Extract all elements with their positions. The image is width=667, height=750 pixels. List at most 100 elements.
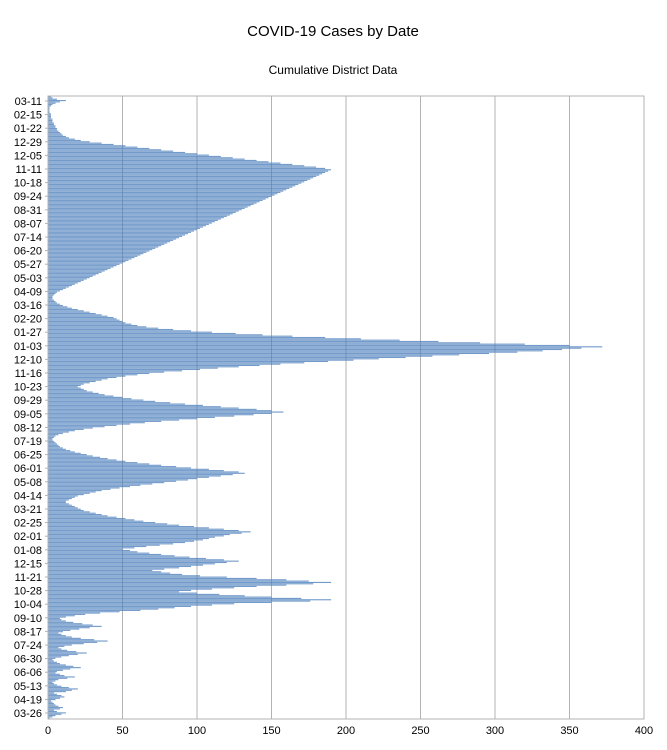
bar — [48, 118, 53, 120]
bar — [48, 506, 75, 508]
bar — [48, 115, 51, 118]
bar — [48, 323, 132, 325]
bar — [48, 242, 168, 244]
bar — [48, 274, 96, 276]
bar — [48, 535, 224, 537]
bar — [48, 154, 209, 156]
bar — [48, 683, 54, 685]
bar — [48, 139, 81, 142]
bar — [48, 171, 326, 174]
bar — [48, 386, 78, 388]
bar — [48, 637, 81, 639]
y-tick-label: 03-11 — [15, 96, 42, 108]
bar — [48, 342, 481, 344]
bar — [48, 609, 141, 611]
bar — [48, 656, 62, 658]
y-tick-label: 05-03 — [14, 273, 42, 285]
bar — [48, 294, 54, 296]
bar — [48, 191, 281, 193]
bar — [48, 189, 287, 191]
bar — [48, 541, 186, 544]
bar — [48, 587, 235, 589]
bar — [48, 631, 63, 633]
bar — [48, 161, 269, 163]
bar — [48, 364, 260, 367]
bar — [48, 439, 53, 441]
bar — [48, 213, 233, 215]
bar — [48, 308, 78, 311]
y-tick-label: 08-31 — [14, 205, 42, 217]
bar — [48, 580, 309, 582]
bar — [48, 423, 130, 425]
bar — [48, 247, 156, 249]
bar — [48, 629, 71, 631]
bar — [48, 197, 269, 199]
bar — [48, 362, 305, 364]
bar — [48, 286, 69, 288]
bar — [48, 675, 65, 677]
bar — [48, 557, 206, 560]
bar — [48, 436, 54, 438]
bar — [48, 305, 63, 307]
bar — [48, 352, 490, 355]
bar — [48, 210, 239, 212]
bar — [48, 287, 66, 289]
bar — [48, 517, 126, 520]
bar — [48, 279, 84, 281]
bar — [48, 110, 50, 112]
y-tick-label: 09-05 — [14, 409, 42, 421]
bar — [48, 492, 90, 494]
bar — [48, 529, 239, 532]
bar — [48, 689, 72, 691]
bar — [48, 496, 75, 498]
bar — [48, 166, 317, 168]
bar — [48, 255, 138, 257]
bar — [48, 339, 400, 341]
bar — [48, 262, 123, 264]
bar — [48, 438, 53, 440]
bar — [48, 693, 57, 695]
bar — [48, 153, 197, 155]
bar — [48, 237, 180, 239]
bar — [48, 475, 221, 477]
bar — [48, 549, 130, 552]
bar — [48, 137, 69, 139]
bar — [48, 163, 293, 166]
bar — [48, 391, 93, 393]
bar — [48, 265, 117, 267]
bar — [48, 696, 65, 698]
bar — [48, 426, 105, 428]
bar — [48, 380, 96, 383]
x-tick-label: 250 — [411, 725, 429, 737]
bar — [48, 483, 153, 485]
bar — [48, 225, 206, 227]
bar — [48, 117, 51, 119]
bar — [48, 636, 72, 638]
bar — [48, 673, 60, 675]
y-tick-label: 10-23 — [14, 382, 42, 394]
bar — [48, 540, 195, 542]
bar — [48, 193, 278, 195]
bar — [48, 612, 101, 614]
bar — [48, 476, 209, 478]
bar — [48, 669, 63, 671]
bar — [48, 146, 138, 148]
bar — [48, 113, 51, 115]
bar — [48, 181, 305, 183]
bar — [48, 227, 200, 229]
bar — [48, 392, 99, 394]
bar — [48, 285, 72, 287]
bar — [48, 680, 56, 682]
bar — [48, 592, 197, 594]
x-tick-label: 350 — [560, 725, 578, 737]
bar — [48, 404, 203, 406]
bar — [48, 375, 126, 377]
bar — [48, 336, 326, 339]
bar — [48, 98, 57, 100]
bar — [48, 454, 87, 456]
bar — [48, 295, 53, 297]
bar — [48, 343, 525, 345]
bar — [48, 290, 60, 292]
bar — [48, 103, 53, 106]
